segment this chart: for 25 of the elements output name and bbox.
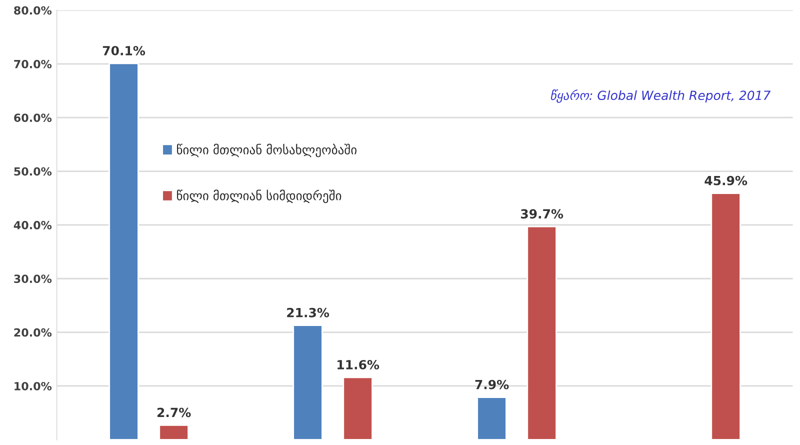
y-tick-label: 40.0%	[14, 220, 52, 230]
y-tick-label: 20.0%	[14, 328, 52, 337]
legend-label: წილი მთლიან მოსახლეობაში	[177, 144, 356, 158]
data-label: 7.9%	[475, 380, 509, 390]
data-label: 21.3%	[287, 308, 330, 318]
bar	[108, 62, 139, 440]
data-label: 11.6%	[338, 360, 380, 370]
y-tick-label: 50.0%	[14, 167, 52, 176]
data-label: 2.7%	[157, 408, 191, 418]
annotation: წყარო: Global Wealth Report, 2017	[550, 89, 771, 103]
data-label: 45.9%	[704, 176, 748, 186]
bar	[342, 376, 373, 440]
bar	[526, 226, 557, 440]
data-label: 39.7%	[520, 209, 564, 219]
legend-label: წილი მთლიან სიმდიდრეში	[177, 190, 342, 204]
bar	[476, 396, 507, 440]
data-label: 70.1%	[102, 46, 146, 56]
y-tick-label: 10.0%	[14, 382, 52, 390]
y-tick-label: 70.0%	[14, 60, 52, 68]
bar	[710, 192, 741, 440]
y-tick-label: 30.0%	[14, 274, 52, 284]
y-tick-label: 80.0%	[14, 6, 52, 15]
bar	[292, 324, 323, 440]
y-tick-label: 60.0%	[14, 114, 52, 122]
bar	[158, 424, 189, 440]
